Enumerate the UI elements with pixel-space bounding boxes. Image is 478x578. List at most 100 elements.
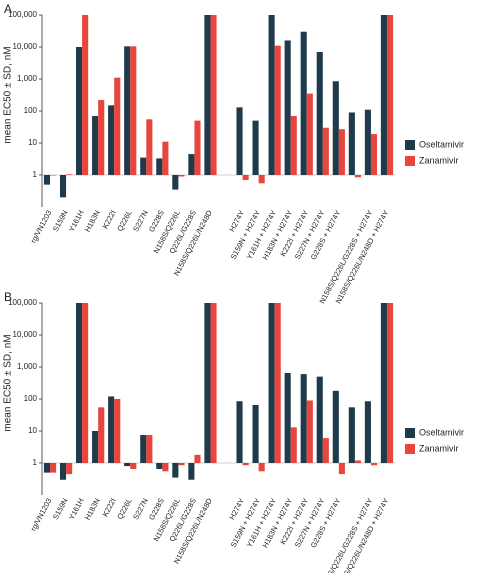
bar [146,119,153,175]
bar [76,303,83,463]
bar [236,107,243,175]
bar [194,454,201,463]
bar [268,15,275,175]
y-tick-label: 1 [33,458,38,467]
bar [92,115,99,175]
bar [66,463,73,475]
bar [43,175,51,185]
bar [188,154,195,175]
bar [156,463,163,469]
bar [50,463,57,473]
bar [50,175,57,176]
bar [82,15,89,175]
bar [204,303,211,463]
bar [82,303,89,463]
bar [146,434,153,463]
bar [258,463,265,472]
bar [380,303,387,463]
bar [204,15,211,175]
y-tick-label: 100,000 [8,298,37,307]
bar [114,77,121,175]
bar [59,463,67,480]
y-tick-label: 1,000 [17,74,38,83]
bar [364,401,371,463]
bar [306,93,313,175]
y-tick-label: 100,000 [8,10,37,19]
bar [274,303,281,463]
bar [178,463,185,466]
x-tick-label: rg/VN1203 [29,497,54,533]
bar [370,134,378,175]
bar [354,460,361,463]
bar [178,175,185,177]
bar [172,463,179,478]
bar [242,463,249,466]
y-tick-label: 1,000 [17,362,38,371]
bar [124,463,131,467]
bar [348,407,355,463]
bar [66,174,73,175]
legend-swatch [405,156,415,166]
bar [300,374,307,463]
x-tick-label: rg/VN1203 [29,209,54,245]
bar [258,175,265,184]
bar [130,46,137,175]
bar [124,46,131,175]
bar [108,105,115,175]
bar [386,303,394,463]
legend-label: Zanamivir [419,155,459,165]
bar [98,100,105,175]
bar [252,404,259,463]
bar [338,463,345,475]
bar [380,15,387,175]
y-tick-label: 100 [24,394,38,403]
bar [290,427,297,463]
bar [156,158,163,175]
legend-label: Zanamivir [419,443,459,453]
bar [306,400,313,463]
bar [162,141,169,175]
bar [162,463,169,472]
bar [370,463,378,466]
bar [290,115,297,175]
bar [364,109,371,175]
legend-swatch [405,140,415,150]
bar [172,175,179,190]
bar [130,463,137,469]
panel-label: A [4,2,12,16]
bar [98,407,105,463]
legend-label: Oseltamivir [419,139,464,149]
y-tick-label: 10 [28,426,37,435]
x-tick-label: H183N [83,497,102,522]
y-axis-label: mean EC50 ± SD, nM [3,334,14,431]
bar [210,15,217,175]
bar [114,399,121,463]
bar [236,401,243,463]
legend-label: Oseltamivir [419,427,464,437]
bar [210,303,217,463]
bar [274,45,281,176]
bar [108,396,115,463]
bar [92,431,99,463]
y-tick-label: 100 [24,106,38,115]
bar [284,40,291,176]
bar [188,463,195,480]
bar [332,81,339,175]
bar [322,438,329,463]
bar [322,127,329,175]
y-tick-label: 10,000 [13,42,38,51]
bar [332,390,339,463]
bar [338,129,345,175]
y-axis-label: mean EC50 ± SD, nM [3,46,14,143]
bar [43,463,51,473]
bar [354,175,361,178]
bar [316,51,323,175]
panel-label: B [4,290,12,304]
bar [348,112,355,175]
bar [268,303,275,463]
bar [284,372,291,463]
bar [194,120,201,175]
bar [300,31,307,176]
bar [59,175,67,198]
